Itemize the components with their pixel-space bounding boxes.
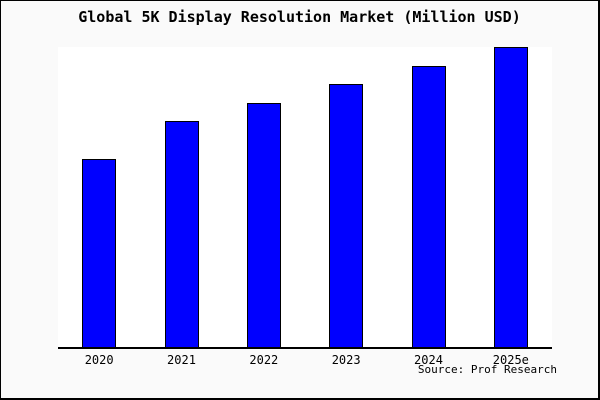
x-tick-label-2021: 2021	[167, 353, 196, 367]
x-tick-label-2020: 2020	[84, 353, 114, 367]
bar-2020	[82, 158, 117, 347]
bar-2022	[246, 103, 281, 347]
bar-2024	[411, 65, 446, 347]
chart-title: Global 5K Display Resolution Market (Mil…	[78, 8, 521, 26]
bar-2025e	[493, 47, 528, 347]
x-tick-label-2025e: 2025e	[492, 353, 529, 367]
x-tick-label-2022: 2022	[249, 353, 279, 367]
bar-2023	[329, 83, 364, 347]
bar-2021	[164, 121, 199, 347]
plot-area	[58, 47, 552, 349]
x-tick-label-2023: 2023	[331, 353, 361, 367]
x-tick-label-2024: 2024	[414, 353, 443, 367]
source-note: Source: Prof Research	[417, 363, 557, 376]
